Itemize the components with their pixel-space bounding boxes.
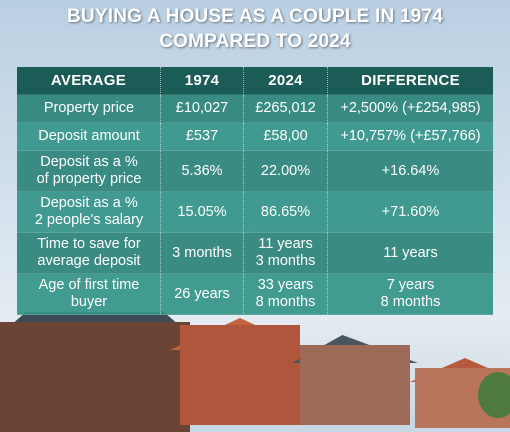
table-row: Deposit as a % of property price 5.36% 2… [17,151,493,192]
table-header-row: AVERAGE 1974 2024 DIFFERENCE [17,67,493,95]
value-1974: 3 months [161,233,244,274]
value-1974: £10,027 [161,95,244,123]
value-1974: 5.36% [161,151,244,192]
row-label: Deposit amount [17,123,161,151]
value-difference: +16.64% [328,151,493,192]
value-difference: +71.60% [328,192,493,233]
row-label: Age of first time buyer [17,274,161,315]
house [300,345,410,425]
page-title: BUYING A HOUSE AS A COUPLE IN 1974 COMPA… [0,4,510,54]
house [180,325,300,425]
value-2024: 86.65% [244,192,328,233]
header-2024: 2024 [244,67,328,95]
table-row: Property price £10,027 £265,012 +2,500% … [17,95,493,123]
value-2024: £265,012 [244,95,328,123]
table-row: Time to save for average deposit 3 month… [17,233,493,274]
header-average: AVERAGE [17,67,161,95]
value-1974: 15.05% [161,192,244,233]
row-label: Time to save for average deposit [17,233,161,274]
value-2024: 11 years 3 months [244,233,328,274]
comparison-table: AVERAGE 1974 2024 DIFFERENCE Property pr… [17,67,493,315]
value-difference: +2,500% (+£254,985) [328,95,493,123]
value-difference: +10,757% (+£57,766) [328,123,493,151]
row-label: Property price [17,95,161,123]
row-label: Deposit as a % 2 people's salary [17,192,161,233]
value-1974: £537 [161,123,244,151]
row-label: Deposit as a % of property price [17,151,161,192]
value-difference: 11 years [328,233,493,274]
title-line-2: COMPARED TO 2024 [159,31,351,52]
header-1974: 1974 [161,67,244,95]
value-2024: 33 years 8 months [244,274,328,315]
value-difference: 7 years 8 months [328,274,493,315]
table-row: Deposit as a % 2 people's salary 15.05% … [17,192,493,233]
header-difference: DIFFERENCE [328,67,493,95]
table-row: Deposit amount £537 £58,00 +10,757% (+£5… [17,123,493,151]
tree [478,372,510,418]
table-row: Age of first time buyer 26 years 33 year… [17,274,493,315]
value-2024: 22.00% [244,151,328,192]
title-line-1: BUYING A HOUSE AS A COUPLE IN 1974 [67,6,443,27]
house [0,322,190,432]
value-2024: £58,00 [244,123,328,151]
value-1974: 26 years [161,274,244,315]
